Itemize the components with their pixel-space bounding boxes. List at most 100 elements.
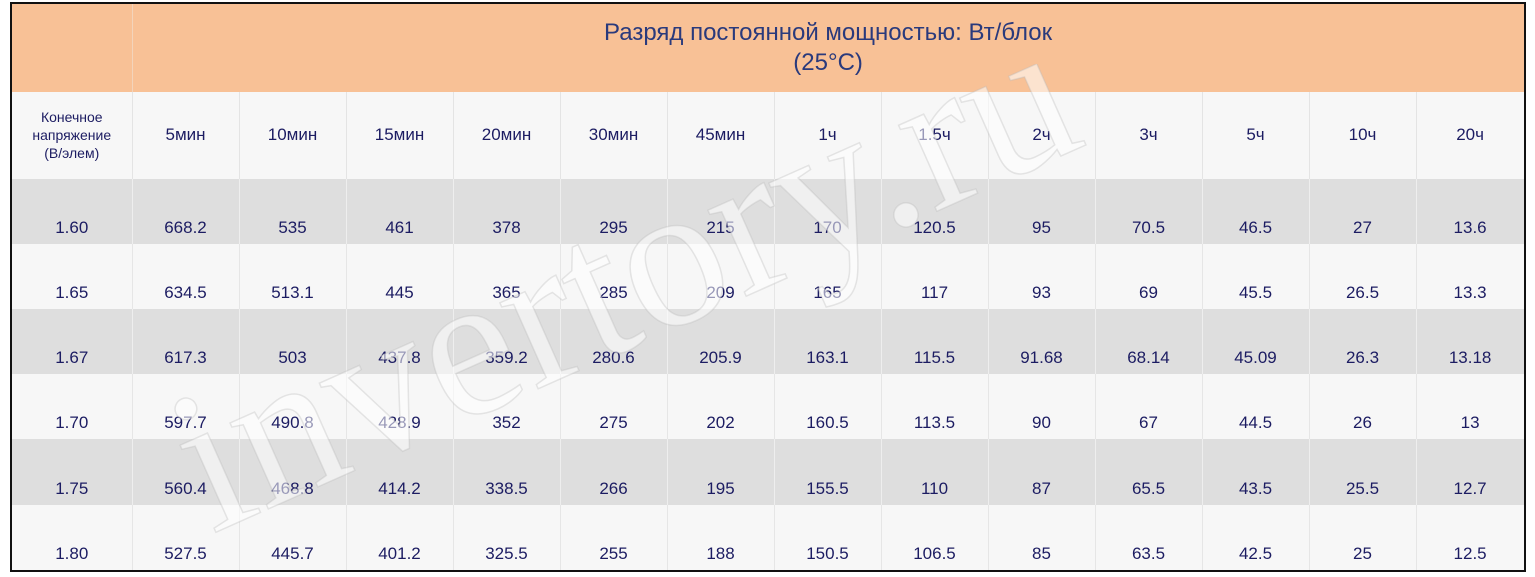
column-header: 45мин xyxy=(667,92,775,179)
power-value-cell: 295 xyxy=(560,178,668,244)
power-value-cell: 46.5 xyxy=(1202,178,1310,244)
power-value-cell: 13.18 xyxy=(1416,309,1524,375)
power-value-cell: 26 xyxy=(1309,374,1417,440)
power-value-cell: 155.5 xyxy=(774,439,882,505)
power-value-cell: 12.5 xyxy=(1416,504,1524,570)
power-value-cell: 115.5 xyxy=(881,309,989,375)
power-value-cell: 205.9 xyxy=(667,309,775,375)
power-value-cell: 13.3 xyxy=(1416,243,1524,310)
power-value-cell: 113.5 xyxy=(881,374,989,440)
power-value-cell: 85 xyxy=(988,504,1096,570)
power-value-cell: 25 xyxy=(1309,504,1417,570)
power-value-cell: 170 xyxy=(774,178,882,244)
discharge-table-frame: Разряд постоянной мощностью: Вт/блок (25… xyxy=(10,2,1526,572)
power-value-cell: 535 xyxy=(239,178,347,244)
power-value-cell: 93 xyxy=(988,243,1096,310)
power-value-cell: 26.5 xyxy=(1309,243,1417,310)
power-value-cell: 67 xyxy=(1095,374,1203,440)
power-value-cell: 503 xyxy=(239,309,347,375)
table-row: 1.75 560.4 468.8 414.2 338.5 266 195 155.5 110 87… xyxy=(12,439,1524,505)
column-header: 1ч xyxy=(774,92,882,179)
end-voltage-header: Конечное напряжение (В/элем) xyxy=(12,92,133,179)
column-header: 3ч xyxy=(1095,92,1203,179)
power-value-cell: 25.5 xyxy=(1309,439,1417,505)
power-value-cell: 26.3 xyxy=(1309,309,1417,375)
power-value-cell: 95 xyxy=(988,178,1096,244)
power-value-cell: 527.5 xyxy=(132,504,240,570)
column-header: 30мин xyxy=(560,92,668,179)
voltage-cell: 1.70 xyxy=(12,374,133,440)
power-value-cell: 65.5 xyxy=(1095,439,1203,505)
power-value-cell: 445 xyxy=(346,243,454,310)
end-voltage-header-line2: напряжение xyxy=(32,127,112,144)
power-value-cell: 106.5 xyxy=(881,504,989,570)
power-value-cell: 44.5 xyxy=(1202,374,1310,440)
power-value-cell: 163.1 xyxy=(774,309,882,375)
power-value-cell: 160.5 xyxy=(774,374,882,440)
table-title-line1: Разряд постоянной мощностью: Вт/блок xyxy=(604,19,1053,47)
power-value-cell: 68.14 xyxy=(1095,309,1203,375)
power-value-cell: 414.2 xyxy=(346,439,454,505)
power-value-cell: 90 xyxy=(988,374,1096,440)
column-header: 2ч xyxy=(988,92,1096,179)
table-row: 1.65 634.5 513.1 445 365 285 209 165 117 93 69 45.5… xyxy=(12,243,1524,310)
table-title-line2: (25°C) xyxy=(793,49,863,77)
column-header: 20ч xyxy=(1416,92,1524,179)
power-value-cell: 338.5 xyxy=(453,439,561,505)
power-value-cell: 45.5 xyxy=(1202,243,1310,310)
power-value-cell: 634.5 xyxy=(132,243,240,310)
discharge-table: Разряд постоянной мощностью: Вт/блок (25… xyxy=(12,4,1524,570)
voltage-cell: 1.60 xyxy=(12,178,133,244)
column-header: 10ч xyxy=(1309,92,1417,179)
power-value-cell: 461 xyxy=(346,178,454,244)
power-value-cell: 445.7 xyxy=(239,504,347,570)
power-value-cell: 490.8 xyxy=(239,374,347,440)
end-voltage-header-line3: (В/элем) xyxy=(44,145,100,162)
table-title: Разряд постоянной мощностью: Вт/блок (25… xyxy=(132,4,1524,93)
power-value-cell: 209 xyxy=(667,243,775,310)
column-header-row: Конечное напряжение (В/элем) 5мин 10мин 15… xyxy=(12,92,1524,179)
power-value-cell: 165 xyxy=(774,243,882,310)
power-value-cell: 12.7 xyxy=(1416,439,1524,505)
column-header: 5мин xyxy=(132,92,240,179)
power-value-cell: 13 xyxy=(1416,374,1524,440)
end-voltage-header-line1: Конечное xyxy=(40,109,103,126)
power-value-cell: 45.09 xyxy=(1202,309,1310,375)
power-value-cell: 280.6 xyxy=(560,309,668,375)
power-value-cell: 13.6 xyxy=(1416,178,1524,244)
power-value-cell: 365 xyxy=(453,243,561,310)
power-value-cell: 91.68 xyxy=(988,309,1096,375)
voltage-cell: 1.67 xyxy=(12,309,133,375)
power-value-cell: 266 xyxy=(560,439,668,505)
power-value-cell: 560.4 xyxy=(132,439,240,505)
power-value-cell: 63.5 xyxy=(1095,504,1203,570)
title-row: Разряд постоянной мощностью: Вт/блок (25… xyxy=(12,4,1524,93)
power-value-cell: 401.2 xyxy=(346,504,454,570)
power-value-cell: 352 xyxy=(453,374,561,440)
voltage-cell: 1.65 xyxy=(12,243,133,310)
power-value-cell: 428.9 xyxy=(346,374,454,440)
power-value-cell: 150.5 xyxy=(774,504,882,570)
title-blank-cell xyxy=(12,4,133,93)
power-value-cell: 437.8 xyxy=(346,309,454,375)
power-value-cell: 120.5 xyxy=(881,178,989,244)
power-value-cell: 255 xyxy=(560,504,668,570)
power-value-cell: 285 xyxy=(560,243,668,310)
column-header: 20мин xyxy=(453,92,561,179)
voltage-cell: 1.75 xyxy=(12,439,133,505)
power-value-cell: 87 xyxy=(988,439,1096,505)
power-value-cell: 70.5 xyxy=(1095,178,1203,244)
power-value-cell: 378 xyxy=(453,178,561,244)
table-row: 1.67 617.3 503 437.8 359.2 280.6 205.9 163.1 115… xyxy=(12,309,1524,375)
power-value-cell: 359.2 xyxy=(453,309,561,375)
power-value-cell: 42.5 xyxy=(1202,504,1310,570)
power-value-cell: 43.5 xyxy=(1202,439,1310,505)
power-value-cell: 117 xyxy=(881,243,989,310)
power-value-cell: 110 xyxy=(881,439,989,505)
column-header: 1.5ч xyxy=(881,92,989,179)
power-value-cell: 195 xyxy=(667,439,775,505)
power-value-cell: 513.1 xyxy=(239,243,347,310)
table-row: 1.70 597.7 490.8 428.9 352 275 202 160.5 113.5 90… xyxy=(12,374,1524,440)
column-header: 15мин xyxy=(346,92,454,179)
power-value-cell: 468.8 xyxy=(239,439,347,505)
